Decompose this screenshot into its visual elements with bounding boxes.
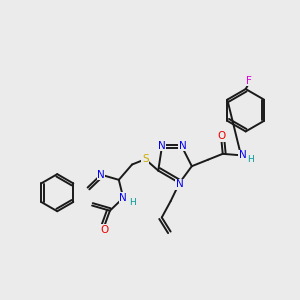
Text: N: N [238,150,246,160]
Text: N: N [119,193,127,203]
Text: O: O [100,225,108,235]
Text: H: H [247,155,254,164]
Text: N: N [176,179,183,190]
Text: S: S [142,154,148,164]
Text: H: H [129,198,136,207]
Text: N: N [97,170,105,180]
Text: F: F [246,76,252,86]
Text: N: N [178,141,186,151]
Text: N: N [158,141,166,151]
Text: O: O [217,131,225,141]
